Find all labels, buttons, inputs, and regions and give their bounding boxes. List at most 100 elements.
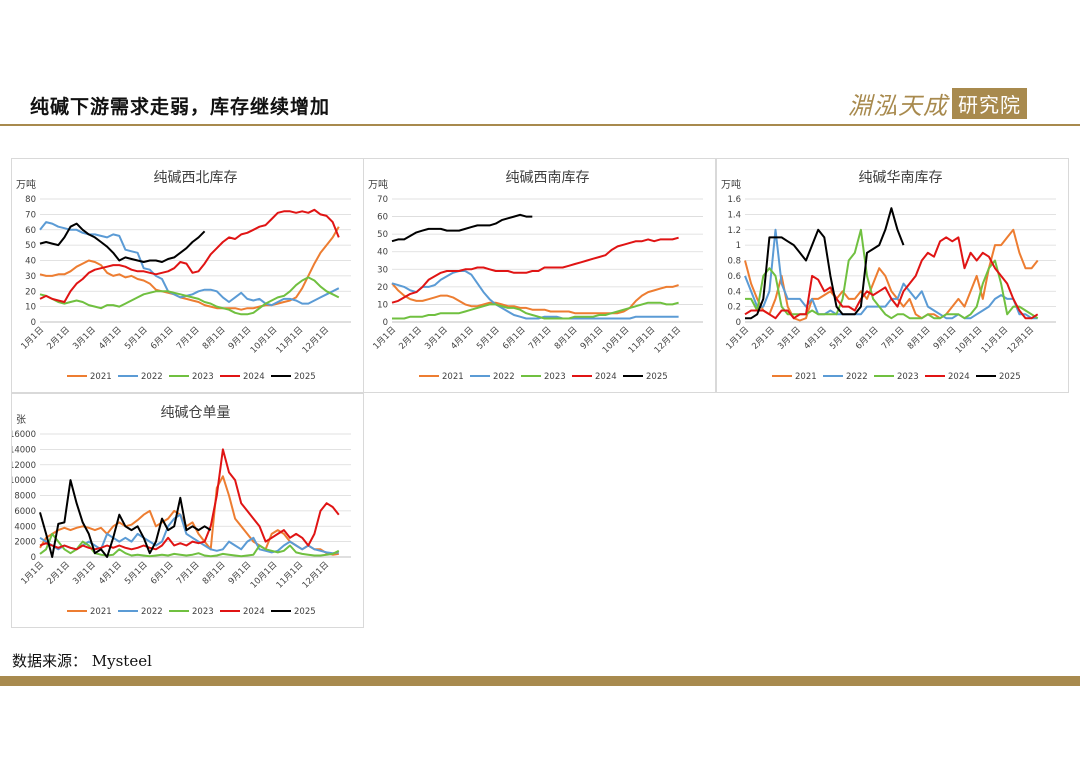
series-line-2025 — [391, 213, 533, 243]
series-line-2022 — [39, 513, 339, 555]
y-tick-label: 0.2 — [727, 303, 741, 313]
x-tick-label: 1月1日 — [724, 325, 751, 352]
x-tick-label: 5月1日 — [123, 325, 150, 352]
series-line-2021 — [39, 226, 340, 311]
chart-title: 纯碱华南库存 — [859, 170, 943, 186]
legend-label-2024: 2024 — [595, 372, 617, 382]
y-tick-label: 1.4 — [727, 210, 741, 220]
series-line-2024 — [391, 236, 679, 304]
data-source-note: 数据来源： Mysteel — [12, 652, 152, 670]
x-tick-label: 3月1日 — [71, 560, 98, 587]
footer-bar — [0, 676, 1080, 686]
y-tick-label: 0.4 — [727, 287, 741, 297]
legend-label-2023: 2023 — [544, 372, 566, 382]
y-tick-label: 0 — [383, 318, 388, 328]
legend-label-2025: 2025 — [294, 607, 316, 617]
legend-label-2023: 2023 — [192, 372, 214, 382]
y-tick-label: 8000 — [14, 492, 36, 502]
y-axis-unit: 万吨 — [16, 178, 36, 191]
chart-title: 纯碱仓单量 — [161, 405, 231, 421]
x-tick-label: 4月1日 — [802, 325, 829, 352]
y-tick-label: 10000 — [12, 476, 36, 486]
x-tick-label: 3月1日 — [776, 325, 803, 352]
series-line-2024 — [39, 448, 340, 551]
x-tick-label: 12月1日 — [301, 325, 332, 356]
x-tick-label: 1月1日 — [371, 325, 398, 352]
x-tick-label: 4月1日 — [97, 560, 124, 587]
y-tick-label: 12000 — [12, 461, 36, 471]
y-tick-label: 60 — [25, 226, 36, 236]
y-tick-label: 70 — [377, 195, 388, 205]
y-tick-label: 0 — [31, 318, 36, 328]
y-tick-label: 20 — [25, 287, 36, 297]
legend-label-2021: 2021 — [90, 607, 112, 617]
page-title: 纯碱下游需求走弱，库存继续增加 — [30, 96, 331, 118]
y-axis-unit: 张 — [16, 414, 26, 426]
series-line-2023 — [39, 276, 340, 316]
legend-label-2022: 2022 — [141, 607, 163, 617]
x-tick-label: 8月1日 — [201, 560, 228, 587]
series-line-2025 — [745, 207, 905, 320]
legend-label-2021: 2021 — [442, 372, 464, 382]
series-line-2024 — [744, 236, 1039, 320]
chart-title: 纯碱西北库存 — [154, 170, 238, 186]
x-tick-label: 8月1日 — [201, 325, 228, 352]
series-line-2025 — [39, 222, 206, 263]
x-tick-label: 12月1日 — [1006, 325, 1037, 356]
x-tick-label: 2月1日 — [750, 325, 777, 352]
legend-label-2021: 2021 — [90, 372, 112, 382]
chart-panel-southwest: 纯碱西南库存 万吨 0 10 20 30 40 50 60 70 1月1日 2月1日 3月1日 4月1日 5… — [363, 158, 716, 393]
logo-box-text: 研究院 — [952, 87, 1027, 119]
legend-label-2025: 2025 — [294, 372, 316, 382]
y-tick-label: 4000 — [14, 522, 36, 532]
y-tick-label: 70 — [25, 210, 36, 220]
chart-panel-southchina: 纯碱华南库存 万吨 0 0.2 0.4 0.6 0.8 1 1.2 1.4 1.6 1月1日 2月1日 3… — [716, 158, 1069, 393]
y-tick-label: 40 — [25, 257, 36, 267]
series-line-2022 — [391, 270, 679, 320]
legend-label-2023: 2023 — [897, 372, 919, 382]
x-tick-label: 10月1日 — [249, 560, 280, 591]
legend-label-2024: 2024 — [243, 372, 265, 382]
legend-label-2022: 2022 — [846, 372, 868, 382]
x-tick-label: 7月1日 — [880, 325, 907, 352]
y-tick-label: 20 — [377, 283, 388, 293]
x-tick-label: 7月1日 — [175, 325, 202, 352]
x-tick-label: 6月1日 — [854, 325, 881, 352]
y-tick-label: 10 — [377, 300, 388, 310]
x-tick-label: 6月1日 — [149, 560, 176, 587]
legend-label-2025: 2025 — [999, 372, 1021, 382]
x-tick-label: 11月1日 — [275, 560, 306, 591]
x-tick-label: 12月1日 — [301, 560, 332, 591]
x-tick-label: 3月1日 — [423, 325, 450, 352]
x-tick-label: 4月1日 — [97, 325, 124, 352]
brand-logo: 淵泓天成 研究院 — [848, 87, 1027, 120]
x-tick-label: 11月1日 — [275, 325, 306, 356]
y-tick-label: 0.8 — [727, 257, 741, 267]
legend-label-2025: 2025 — [646, 372, 668, 382]
x-tick-label: 7月1日 — [527, 325, 554, 352]
series-line-2023 — [39, 532, 340, 558]
x-tick-label: 6月1日 — [501, 325, 528, 352]
x-tick-label: 5月1日 — [123, 560, 150, 587]
x-tick-label: 8月1日 — [906, 325, 933, 352]
x-tick-label: 2月1日 — [397, 325, 424, 352]
legend-label-2022: 2022 — [141, 372, 163, 382]
y-tick-label: 2000 — [14, 538, 36, 548]
x-tick-label: 2月1日 — [45, 325, 72, 352]
y-axis-unit: 万吨 — [368, 178, 388, 191]
x-tick-label: 5月1日 — [475, 325, 502, 352]
series-line-2021 — [39, 475, 339, 556]
title-divider — [0, 124, 1080, 126]
legend-label-2022: 2022 — [493, 372, 515, 382]
x-tick-label: 10月1日 — [954, 325, 985, 356]
series-line-2024 — [39, 208, 340, 303]
y-tick-label: 1 — [736, 241, 741, 251]
x-tick-label: 4月1日 — [449, 325, 476, 352]
y-tick-label: 30 — [377, 265, 388, 275]
y-tick-label: 50 — [25, 241, 36, 251]
chart-title: 纯碱西南库存 — [506, 170, 590, 186]
series-line-2021 — [391, 282, 679, 315]
